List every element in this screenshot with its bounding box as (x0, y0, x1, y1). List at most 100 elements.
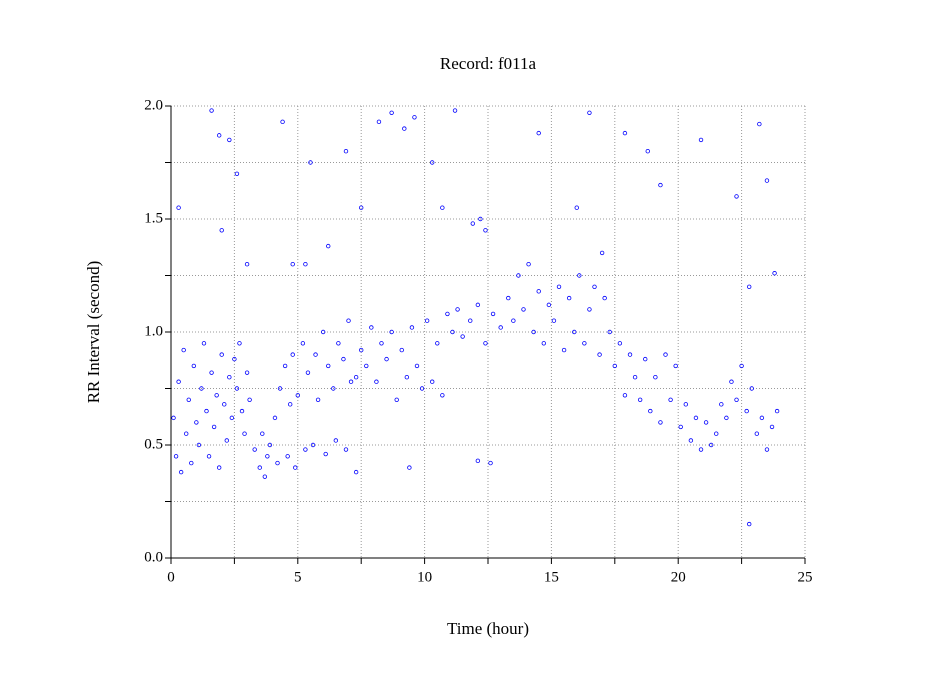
point (402, 126, 407, 131)
point (597, 352, 602, 357)
point (714, 431, 719, 436)
point (199, 386, 204, 391)
point (516, 273, 521, 278)
point (566, 295, 572, 301)
point (376, 119, 382, 125)
point (257, 465, 262, 470)
point (658, 182, 663, 188)
point (211, 424, 217, 430)
point (348, 379, 354, 384)
point (602, 295, 607, 301)
point (749, 386, 754, 391)
point (336, 341, 341, 346)
point (305, 370, 311, 375)
point (739, 363, 744, 369)
point (227, 137, 232, 143)
point (445, 311, 450, 317)
point (698, 447, 704, 452)
point (693, 415, 699, 421)
point (724, 415, 729, 421)
point (315, 397, 321, 402)
point (353, 469, 359, 475)
point (369, 325, 374, 330)
point (574, 205, 579, 210)
point (206, 454, 212, 459)
point (244, 262, 250, 267)
point (364, 363, 369, 369)
point (189, 460, 194, 466)
point (419, 386, 425, 391)
point (343, 447, 349, 452)
point (683, 402, 689, 407)
point (265, 454, 270, 459)
point (774, 408, 780, 414)
point (204, 408, 209, 414)
point (389, 110, 394, 115)
point (260, 431, 265, 436)
point (468, 318, 473, 323)
point (407, 465, 412, 470)
point (234, 171, 240, 176)
point (341, 356, 346, 362)
y-tick-label: 2.0 (144, 97, 163, 113)
point (310, 442, 316, 448)
point (617, 341, 623, 346)
point (209, 108, 214, 113)
point (404, 375, 410, 380)
point (587, 110, 592, 115)
point (435, 341, 440, 346)
point (668, 397, 673, 402)
point (734, 194, 739, 199)
point (384, 356, 389, 362)
point (703, 420, 709, 425)
point (214, 393, 219, 398)
point (229, 415, 235, 421)
point (290, 352, 295, 357)
point (526, 262, 531, 267)
point (592, 284, 597, 289)
point (759, 415, 765, 421)
point (506, 295, 511, 301)
point (412, 115, 417, 120)
point (394, 397, 399, 402)
point (277, 386, 283, 391)
point (244, 370, 250, 375)
point (399, 347, 404, 353)
point (475, 302, 481, 308)
point (455, 307, 460, 312)
point (498, 325, 503, 330)
point (729, 379, 734, 384)
point (688, 438, 694, 443)
point (587, 307, 592, 312)
point (536, 130, 541, 136)
y-tick-label: 0.5 (144, 436, 163, 452)
point (287, 402, 293, 407)
point (181, 347, 186, 353)
point (237, 341, 242, 346)
chart-title: Record: f011a (440, 54, 537, 73)
point (658, 420, 663, 425)
point (757, 121, 762, 127)
point (209, 370, 214, 375)
point (272, 415, 278, 421)
x-axis-label: Time (hour) (447, 619, 529, 638)
point (262, 474, 268, 479)
point (282, 363, 288, 369)
point (184, 431, 189, 436)
point (331, 386, 336, 391)
point (191, 363, 197, 369)
point (293, 465, 298, 470)
point (176, 205, 181, 210)
point (483, 228, 488, 233)
point (673, 363, 678, 369)
point (300, 341, 306, 346)
point (648, 408, 653, 414)
point (275, 460, 280, 466)
point (232, 356, 237, 362)
point (389, 329, 394, 335)
point (219, 352, 224, 357)
x-tick-label: 20 (671, 569, 686, 585)
point (769, 424, 775, 430)
point (295, 393, 300, 398)
